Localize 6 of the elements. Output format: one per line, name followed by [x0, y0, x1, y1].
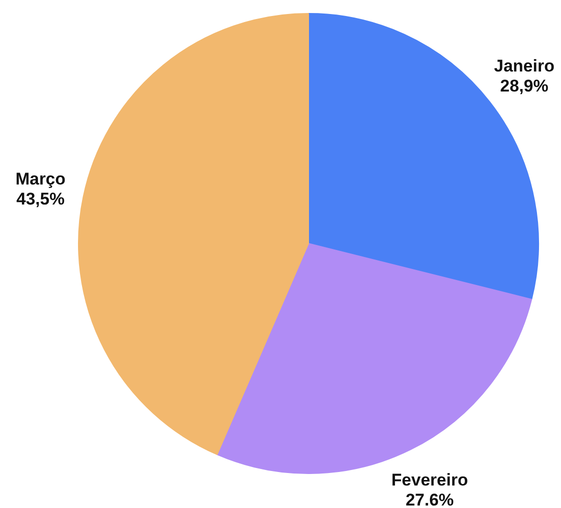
data-label: 27.6%: [406, 490, 454, 508]
slice-label: Janeiro: [494, 56, 554, 76]
data-label: 28,9%: [500, 76, 548, 96]
slice-label: Fevereiro: [391, 470, 468, 490]
data-label: 43,5%: [16, 189, 65, 208]
slice-label: Março: [15, 169, 66, 188]
